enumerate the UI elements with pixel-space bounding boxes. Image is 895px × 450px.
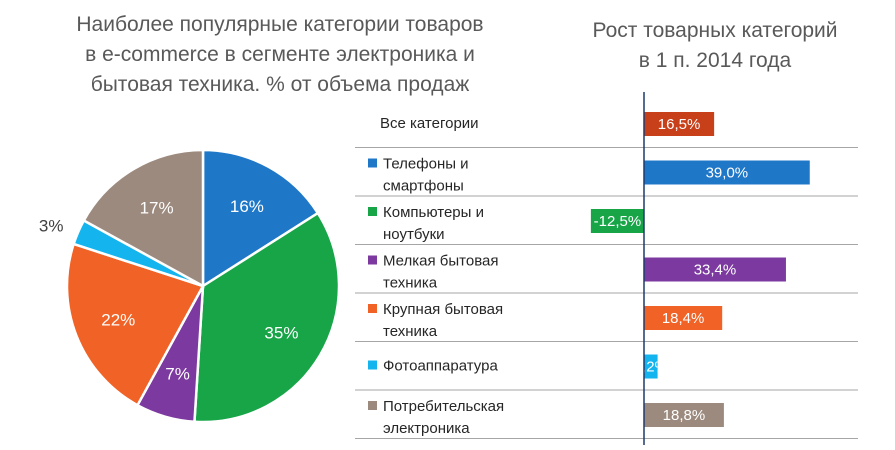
bar-value-label: 33,4% <box>694 262 737 279</box>
legend-marker <box>368 158 377 168</box>
bar <box>644 160 810 185</box>
bar-chart: Все категории 16,5% Телефоны и смартфоны 39,… <box>355 92 858 445</box>
bar <box>644 257 786 282</box>
pie-slice-0 <box>201 148 320 289</box>
pie-chart: 16% 35% 7% 22% 3% 17% <box>39 148 341 424</box>
pie-slice-1 <box>193 211 341 424</box>
category-label: техника <box>383 275 438 292</box>
pie-slice-label-3: 22% <box>101 311 135 330</box>
bar-value-label: 39,0% <box>706 165 749 182</box>
legend-marker <box>368 360 377 370</box>
bar-chart-title: Рост товарных категорий в 1 п. 2014 года <box>592 19 838 72</box>
category-label: Телефоны и <box>383 156 469 173</box>
category-label: Фотоаппаратура <box>383 358 498 375</box>
pie-slice-label-0: 16% <box>230 197 264 216</box>
pie-slice-label-4: 3% <box>39 217 64 236</box>
bar <box>590 209 644 233</box>
bar <box>644 112 715 136</box>
legend-marker <box>368 401 377 410</box>
category-label: смартфоны <box>383 178 464 195</box>
pie-slice-label-2: 7% <box>165 365 190 384</box>
bar-value-label: 3,2% <box>634 359 668 376</box>
category-label: ноутбуки <box>383 226 445 243</box>
bar <box>644 354 658 379</box>
legend-marker <box>368 207 377 216</box>
bar <box>644 306 723 330</box>
pie-slice-label-5: 17% <box>140 199 174 218</box>
legend-marker <box>368 255 377 265</box>
category-label: Мелкая бытовая <box>383 253 498 270</box>
bar-value-label: 16,5% <box>658 116 701 133</box>
category-label: Все категории <box>380 115 479 132</box>
bar-value-label: 18,8% <box>663 407 706 424</box>
bar-value-label: -12,5% <box>594 213 642 230</box>
category-label: техника <box>383 323 438 340</box>
bar <box>644 403 724 427</box>
pie-slice-label-1: 35% <box>264 323 298 342</box>
pie-slice-5 <box>82 148 205 289</box>
category-label: Крупная бытовая <box>383 301 503 318</box>
legend-marker <box>368 304 377 313</box>
category-label: Компьютеры и <box>383 204 484 221</box>
category-label: Потребительская <box>383 398 504 415</box>
bar-value-label: 18,4% <box>662 310 705 327</box>
category-label: электроника <box>383 420 470 437</box>
pie-chart-title: Наиболее популярные категории товаров в … <box>76 13 484 96</box>
pie-slice-3 <box>65 242 205 407</box>
